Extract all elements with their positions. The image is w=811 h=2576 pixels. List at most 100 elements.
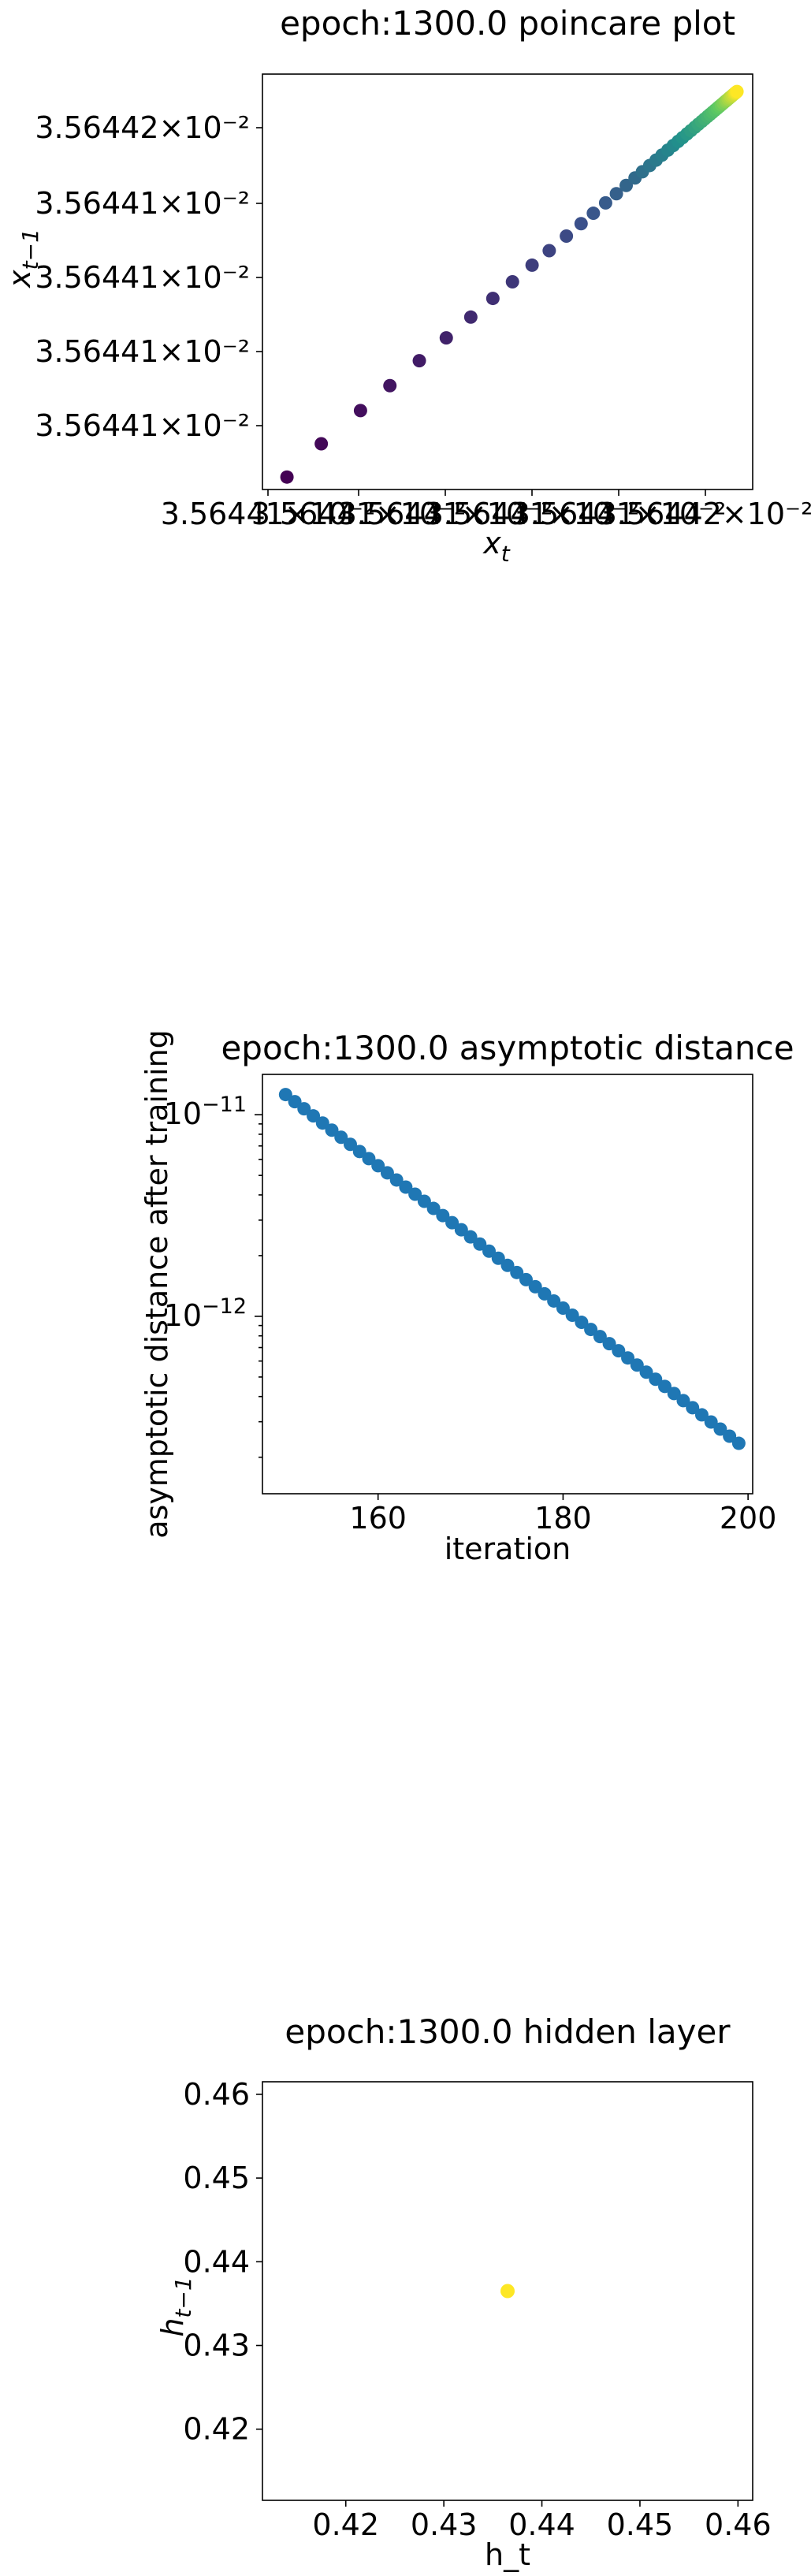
poincare-point: [525, 258, 539, 272]
hidden-layer-axes-frame: [262, 2081, 753, 2501]
asymptotic-point: [288, 1095, 302, 1109]
asymptotic-title: epoch:1300.0 asymptotic distance: [221, 1029, 794, 1067]
hidden-layer-y-label: ht−1: [155, 2276, 196, 2336]
asymptotic-point: [565, 1308, 579, 1323]
poincare-point: [586, 207, 601, 221]
asymptotic-point: [686, 1401, 700, 1415]
asymptotic-point: [334, 1130, 348, 1145]
asymptotic-x-tick-label: 180: [534, 1501, 592, 1536]
asymptotic-point: [371, 1159, 385, 1173]
poincare-x-tick-label: 3.56441×10⁻²: [512, 497, 727, 531]
asymptotic-point: [630, 1358, 644, 1372]
asymptotic-point: [417, 1194, 431, 1208]
asymptotic-point: [547, 1294, 561, 1308]
asymptotic-point: [602, 1337, 616, 1351]
asymptotic-point: [538, 1286, 552, 1301]
hidden-layer-points: [500, 2284, 515, 2299]
asymptotic-x-label: iteration: [445, 1532, 571, 1566]
poincare-points: [280, 84, 744, 484]
asymptotic-point: [482, 1244, 497, 1258]
asymptotic-point: [463, 1230, 478, 1244]
asymptotic-y-label: asymptotic distance after training: [140, 1029, 174, 1539]
hidden-layer-x-tick-label: 0.43: [411, 2507, 478, 2542]
asymptotic-x-tick-label: 200: [720, 1501, 777, 1536]
asymptotic-point: [649, 1372, 663, 1387]
asymptotic-point: [584, 1323, 598, 1337]
asymptotic-point: [510, 1265, 524, 1279]
hidden-layer-point: [500, 2284, 515, 2299]
asymptotic-point: [556, 1301, 570, 1315]
asymptotic-point: [667, 1387, 681, 1401]
asymptotic-point: [491, 1251, 505, 1265]
poincare-point: [383, 378, 397, 393]
hidden-layer-x-tick-label: 0.44: [508, 2507, 575, 2542]
asymptotic-point: [307, 1109, 321, 1123]
poincare-title: epoch:1300.0 poincare plot: [280, 4, 735, 43]
poincare-point: [619, 178, 634, 192]
asymptotic-x-tick-label: 160: [349, 1501, 407, 1536]
hidden-layer-title: epoch:1300.0 hidden layer: [285, 2012, 731, 2051]
asymptotic-point: [658, 1379, 672, 1394]
asymptotic-point: [575, 1316, 589, 1330]
poincare-point: [280, 470, 294, 484]
poincare-y-tick-label: 3.56441×10⁻²: [35, 334, 250, 369]
asymptotic-point: [454, 1223, 468, 1237]
hidden-layer-y-tick-label: 0.43: [183, 2328, 250, 2363]
asymptotic-point: [325, 1123, 339, 1137]
poincare-x-tick-label: 3.56442×10⁻²: [598, 497, 811, 531]
poincare-point: [314, 437, 329, 451]
poincare-point: [542, 244, 556, 258]
poincare-y-tick-label: 3.56441×10⁻²: [35, 186, 250, 221]
poincare-y-tick-label: 3.56442×10⁻²: [35, 110, 250, 145]
asymptotic-point: [639, 1365, 653, 1379]
asymptotic-point: [389, 1173, 404, 1187]
asymptotic-point: [426, 1201, 441, 1215]
hidden-layer-x-tick-label: 0.45: [607, 2507, 674, 2542]
asymptotic-point: [445, 1215, 459, 1230]
hidden-layer-x-label: h_t: [485, 2537, 530, 2572]
poincare-point: [485, 292, 500, 306]
poincare-plot: epoch:1300.0 poincare plot3.56441×10⁻²3.…: [2, 4, 811, 567]
asymptotic-point: [519, 1272, 533, 1286]
poincare-point: [598, 195, 612, 210]
asymptotic-point: [352, 1145, 366, 1159]
asymptotic-point: [380, 1166, 394, 1180]
asymptotic-point: [473, 1237, 487, 1251]
poincare-x-tick-label: 3.56441×10⁻²: [161, 497, 376, 531]
asymptotic-point: [713, 1422, 727, 1436]
hidden-layer-y-tick-label: 0.42: [183, 2412, 250, 2447]
poincare-point: [505, 275, 519, 288]
poincare-y-tick-label: 3.56441×10⁻²: [35, 408, 250, 443]
hidden-layer-y-tick-label: 0.44: [183, 2244, 250, 2279]
hidden-layer-y-tick-label: 0.45: [183, 2161, 250, 2195]
poincare-point: [463, 310, 478, 324]
asymptotic-point: [723, 1429, 737, 1443]
poincare-point: [412, 354, 426, 368]
asymptotic-point: [621, 1351, 635, 1365]
hidden-layer-plot: epoch:1300.0 hidden layer 0.42 0.43 0.44 0.4…: [155, 2012, 772, 2572]
asymptotic-point: [436, 1208, 450, 1223]
poincare-point: [439, 331, 453, 345]
hidden-layer-x-tick-label: 0.46: [705, 2507, 772, 2542]
asymptotic-point: [278, 1088, 292, 1102]
asymptotic-y-tick-label: 10−11: [164, 1093, 247, 1131]
poincare-point: [353, 404, 367, 418]
poincare-point: [730, 84, 744, 99]
poincare-y-label: xt−1: [2, 229, 43, 288]
poincare-axes-frame: [262, 73, 753, 490]
asymptotic-point: [612, 1344, 626, 1358]
poincare-x-tick-label: 3.56441×10⁻²: [338, 497, 553, 531]
hidden-layer-x-tick-label: 0.42: [312, 2507, 379, 2542]
asymptotic-point: [731, 1436, 746, 1450]
asymptotic-point: [315, 1116, 329, 1130]
poincare-point: [574, 217, 588, 231]
asymptotic-point: [362, 1152, 376, 1166]
asymptotic-points: [278, 1088, 746, 1450]
poincare-x-tick-label: 3.56441×10⁻²: [425, 497, 640, 531]
asymptotic-point: [528, 1279, 542, 1294]
asymptotic-y-tick-label: 10−12: [164, 1294, 247, 1333]
hidden-layer-y-tick-label: 0.46: [183, 2077, 250, 2112]
asymptotic-point: [676, 1394, 690, 1408]
asymptotic-point: [704, 1415, 718, 1429]
